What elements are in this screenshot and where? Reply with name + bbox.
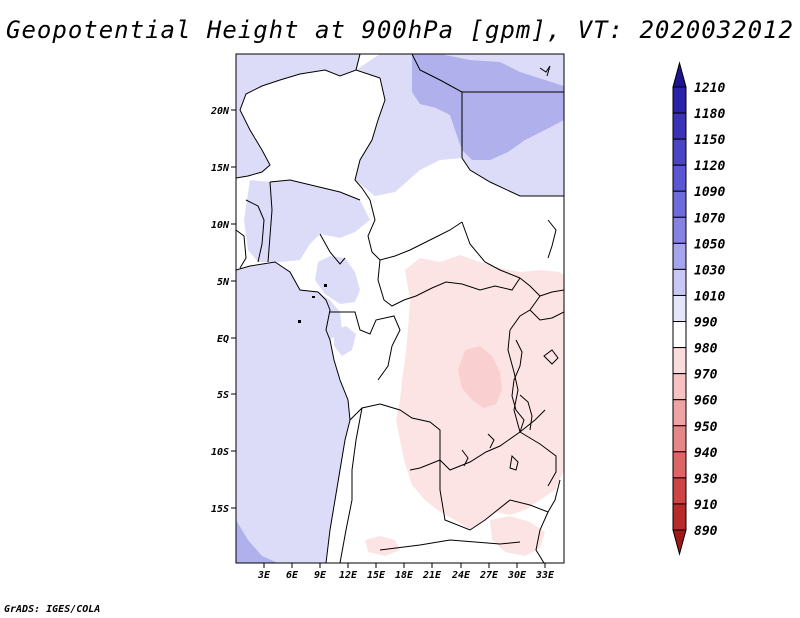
colorbar-level-label: 1050 (694, 237, 725, 252)
lat-tick-label: 5N (217, 277, 230, 288)
lon-tick-label: 9E (314, 570, 327, 581)
lon-tick-label: 12E (339, 570, 358, 581)
colorbar-bottom-arrow (672, 529, 687, 556)
lat-tick-label: 5S (217, 390, 229, 401)
colorbar-level-label: 910 (694, 498, 718, 513)
lon-tick-label: 27E (479, 570, 499, 581)
lon-tick-label: 33E (535, 570, 555, 581)
colorbar: 1210 1180 1150 1120 1090 1070 1050 1030 1010 990 9… (672, 61, 725, 556)
colorbar-level-label: 970 (694, 368, 718, 383)
lon-tick-label: 30E (507, 570, 527, 581)
colorbar-segment (672, 451, 687, 479)
lat-tick-label: 15S (211, 504, 229, 515)
colorbar-segment (672, 399, 687, 427)
colorbar-level-label: 950 (694, 420, 718, 435)
colorbar-segment (672, 216, 687, 244)
longitude-axis: 3E 6E 9E 12E 15E 18E 21E 24E 27E 30E 33E (257, 563, 555, 581)
lon-tick-label: 15E (367, 570, 386, 581)
lon-tick-label: 6E (286, 570, 299, 581)
colorbar-segment (672, 294, 687, 323)
map-panel (236, 54, 564, 563)
lat-tick-label: 10S (211, 447, 229, 458)
latitude-axis: 20N 15N 10N 5N EQ 5S 10S 15S (210, 106, 236, 515)
colorbar-segment (672, 347, 687, 375)
colorbar-level-label: 1010 (694, 289, 725, 304)
lon-tick-label: 3E (257, 570, 271, 581)
country-borders (236, 54, 564, 563)
colorbar-segment (672, 86, 687, 114)
colorbar-segment (672, 138, 687, 166)
colorbar-segment (672, 373, 687, 401)
colorbar-level-label: 1180 (694, 107, 725, 122)
lat-tick-label: 20N (210, 106, 230, 117)
lon-tick-label: 21E (422, 570, 442, 581)
lat-tick-label: 10N (211, 220, 230, 231)
map-title: Geopotential Height at 900hPa [gpm], VT:… (6, 16, 794, 44)
colorbar-level-label: 1150 (694, 133, 725, 148)
height-970-980-medium-pink (458, 346, 502, 408)
colorbar-segment (672, 190, 687, 218)
map-frame (235, 53, 565, 564)
lon-tick-label: 18E (395, 570, 414, 581)
colorbar-top-arrow (672, 61, 687, 88)
colorbar-segment (672, 321, 687, 349)
colorbar-level-label: 890 (694, 524, 718, 539)
lat-tick-label: 15N (211, 163, 230, 174)
colorbar-segment (672, 242, 687, 270)
colorbar-level-label: 1090 (694, 185, 725, 200)
colorbar-level-label: 1120 (694, 159, 725, 174)
colorbar-segment (672, 503, 687, 531)
colorbar-level-label: 930 (694, 472, 718, 487)
colorbar-segment (672, 112, 687, 140)
colorbar-level-label: 1030 (694, 263, 725, 278)
footer-credit: GrADS: IGES/COLA (4, 604, 101, 615)
colorbar-level-label: 960 (694, 394, 718, 409)
islands (298, 284, 327, 323)
colorbar-segment (672, 477, 687, 505)
colorbar-level-label: 990 (694, 316, 718, 331)
colorbar-level-label: 1070 (694, 211, 725, 226)
colorbar-level-label: 980 (694, 342, 718, 357)
colorbar-level-label: 1210 (694, 81, 725, 96)
height-1010-1030-medium-blue (236, 54, 564, 563)
colorbar-level-label: 940 (694, 446, 718, 461)
colorbar-segment (672, 164, 687, 192)
colorbar-segment (672, 425, 687, 453)
colorbar-segment (672, 268, 687, 296)
lon-tick-label: 24E (451, 570, 471, 581)
lat-tick-label: EQ (217, 334, 229, 345)
